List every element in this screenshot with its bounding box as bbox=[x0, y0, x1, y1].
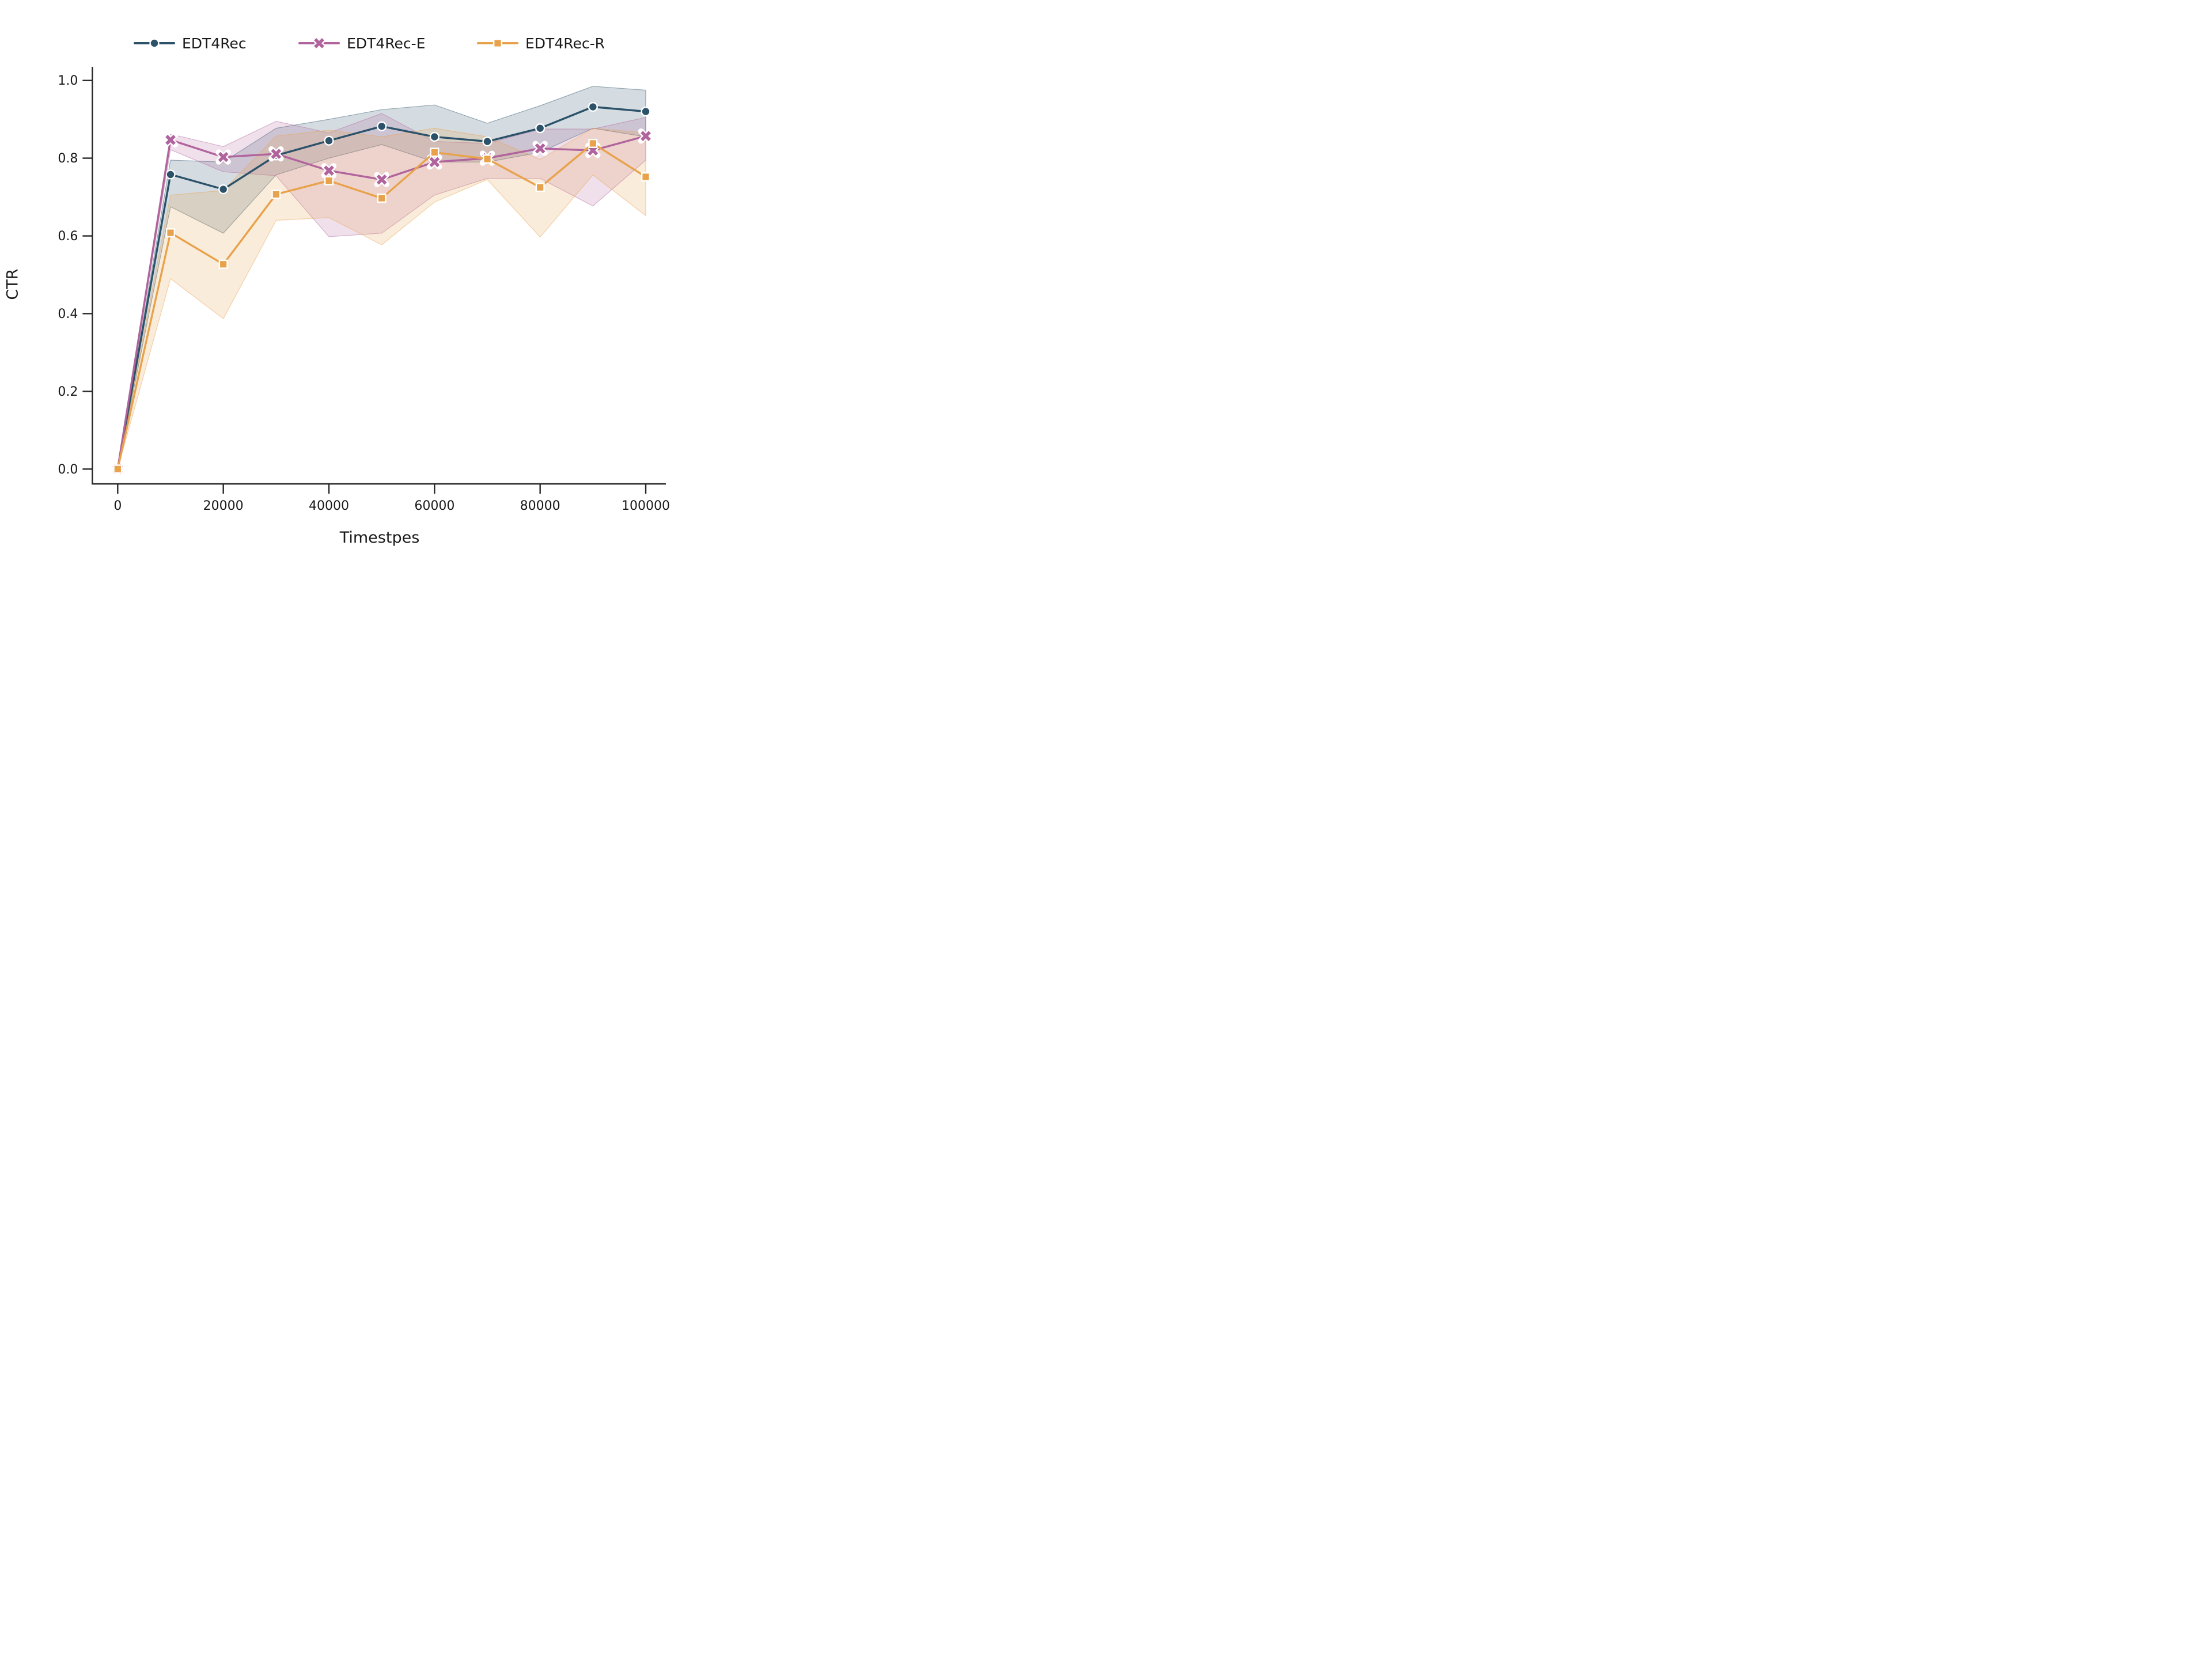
data-point-marker bbox=[377, 121, 387, 131]
data-point-marker bbox=[377, 194, 387, 203]
data-point-marker bbox=[641, 107, 651, 117]
legend-entry-edt4rec: EDT4Rec bbox=[134, 33, 247, 53]
x-tick-label: 100000 bbox=[622, 499, 670, 513]
edt4rec-e-line-marker-icon bbox=[298, 35, 340, 51]
edt4rec-line-marker-icon bbox=[134, 38, 175, 48]
data-point-marker bbox=[482, 154, 492, 164]
data-point-marker bbox=[493, 38, 503, 48]
plot-area: 0.0 0.2 0.4 0.6 0.8 1.0 0 20000 40000 60000 80000 1… bbox=[58, 67, 670, 513]
legend-label-edt4rec-e: EDT4Rec-E bbox=[347, 35, 426, 52]
ctr-line-chart-figure: 0.0 0.2 0.4 0.6 0.8 1.0 0 20000 40000 60000 80000 1… bbox=[0, 0, 737, 553]
edt4rec-r-line-marker-icon bbox=[477, 38, 518, 48]
data-point-marker bbox=[429, 157, 440, 168]
data-point-marker bbox=[218, 259, 228, 269]
x-tick-label: 60000 bbox=[414, 499, 454, 513]
data-point-marker bbox=[324, 165, 334, 176]
data-point-marker bbox=[641, 172, 650, 181]
data-point-marker bbox=[429, 131, 440, 142]
y-tick-label: 0.2 bbox=[58, 385, 78, 399]
data-point-marker bbox=[149, 38, 160, 48]
data-point-marker bbox=[588, 101, 598, 112]
y-tick-label: 0.0 bbox=[58, 463, 78, 477]
data-point-marker bbox=[324, 135, 334, 146]
data-point-marker bbox=[376, 174, 387, 185]
data-point-marker bbox=[165, 169, 176, 180]
data-point-marker bbox=[271, 190, 281, 199]
data-point-marker bbox=[430, 147, 440, 157]
y-axis-label: CTR bbox=[3, 268, 22, 300]
legend-entry-edt4rec-r: EDT4Rec-R bbox=[477, 33, 605, 53]
x-tick-label: 0 bbox=[113, 499, 122, 513]
y-tick-label: 0.6 bbox=[58, 229, 78, 244]
y-tick-label: 0.4 bbox=[58, 307, 78, 321]
legend-label-edt4rec: EDT4Rec bbox=[182, 35, 247, 52]
data-point-marker bbox=[218, 184, 229, 195]
data-point-marker bbox=[535, 123, 546, 134]
data-point-marker bbox=[314, 38, 324, 48]
data-point-marker bbox=[165, 135, 176, 145]
data-point-marker bbox=[218, 151, 229, 162]
legend-label-edt4rec-r: EDT4Rec-R bbox=[525, 35, 605, 52]
data-point-marker bbox=[324, 176, 334, 185]
x-tick-label: 40000 bbox=[309, 499, 349, 513]
data-point-marker bbox=[165, 228, 175, 238]
data-point-marker bbox=[641, 131, 651, 142]
data-point-marker bbox=[482, 136, 493, 147]
data-point-marker bbox=[113, 464, 123, 474]
y-tick-label: 1.0 bbox=[58, 74, 78, 88]
x-tick-label: 20000 bbox=[203, 499, 244, 513]
y-tick-label: 0.8 bbox=[58, 151, 78, 166]
data-point-marker bbox=[271, 149, 282, 160]
x-axis-label: Timestpes bbox=[339, 529, 420, 547]
data-point-marker bbox=[535, 183, 545, 192]
x-tick-label: 80000 bbox=[520, 499, 560, 513]
legend-entry-edt4rec-e: EDT4Rec-E bbox=[298, 33, 425, 53]
data-point-marker bbox=[588, 138, 598, 148]
data-point-marker bbox=[535, 143, 546, 154]
